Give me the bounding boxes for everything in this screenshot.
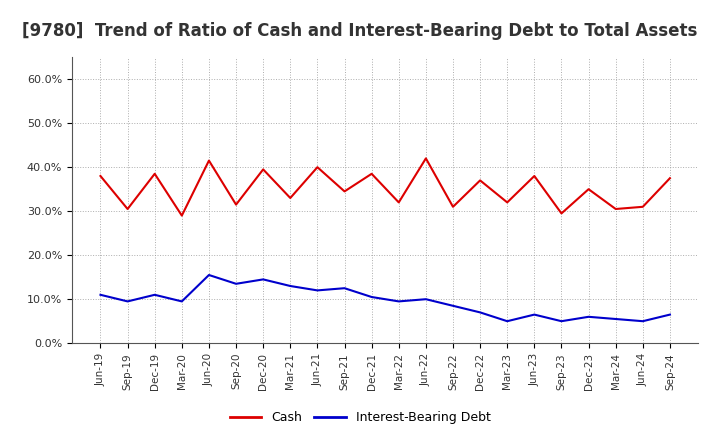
Interest-Bearing Debt (530, 312, 539, 317)
Cash (150, 171, 159, 176)
Cash (449, 204, 457, 209)
Cash (503, 200, 511, 205)
Interest-Bearing Debt (204, 272, 213, 278)
Interest-Bearing Debt (232, 281, 240, 286)
Cash (341, 189, 349, 194)
Cash (476, 178, 485, 183)
Interest-Bearing Debt (123, 299, 132, 304)
Legend: Cash, Interest-Bearing Debt: Cash, Interest-Bearing Debt (225, 407, 495, 429)
Interest-Bearing Debt (584, 314, 593, 319)
Interest-Bearing Debt (421, 297, 430, 302)
Cash (557, 211, 566, 216)
Cash (232, 202, 240, 207)
Interest-Bearing Debt (476, 310, 485, 315)
Cash (611, 206, 620, 212)
Line: Cash: Cash (101, 158, 670, 216)
Cash (204, 158, 213, 163)
Cash (421, 156, 430, 161)
Cash (123, 206, 132, 212)
Line: Interest-Bearing Debt: Interest-Bearing Debt (101, 275, 670, 321)
Interest-Bearing Debt (611, 316, 620, 322)
Cash (665, 176, 674, 181)
Interest-Bearing Debt (639, 319, 647, 324)
Cash (286, 195, 294, 201)
Cash (639, 204, 647, 209)
Interest-Bearing Debt (395, 299, 403, 304)
Cash (584, 187, 593, 192)
Interest-Bearing Debt (150, 292, 159, 297)
Cash (259, 167, 268, 172)
Interest-Bearing Debt (259, 277, 268, 282)
Cash (313, 165, 322, 170)
Interest-Bearing Debt (96, 292, 105, 297)
Interest-Bearing Debt (665, 312, 674, 317)
Interest-Bearing Debt (367, 294, 376, 300)
Cash (395, 200, 403, 205)
Interest-Bearing Debt (503, 319, 511, 324)
Cash (96, 173, 105, 179)
Interest-Bearing Debt (313, 288, 322, 293)
Cash (367, 171, 376, 176)
Text: [9780]  Trend of Ratio of Cash and Interest-Bearing Debt to Total Assets: [9780] Trend of Ratio of Cash and Intere… (22, 22, 698, 40)
Cash (178, 213, 186, 218)
Cash (530, 173, 539, 179)
Interest-Bearing Debt (286, 283, 294, 289)
Interest-Bearing Debt (449, 303, 457, 308)
Interest-Bearing Debt (557, 319, 566, 324)
Interest-Bearing Debt (341, 286, 349, 291)
Interest-Bearing Debt (178, 299, 186, 304)
